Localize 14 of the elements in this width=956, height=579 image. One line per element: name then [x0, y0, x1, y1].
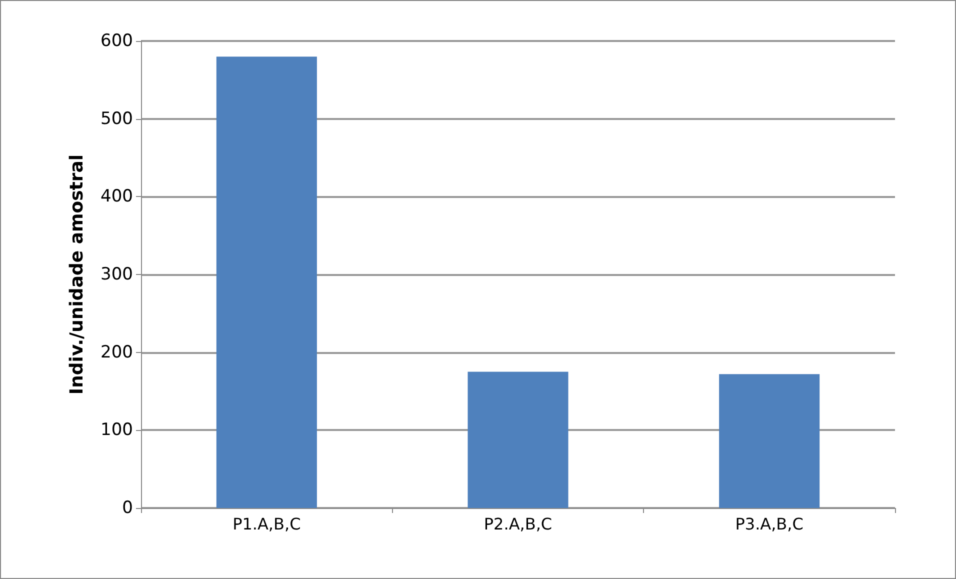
bar — [719, 374, 820, 508]
y-tick-label: 200 — [100, 342, 133, 362]
y-tick-label: 100 — [100, 420, 133, 440]
y-tick-label: 300 — [100, 264, 133, 284]
y-tick-label: 400 — [100, 186, 133, 207]
y-tick-label: 0 — [122, 498, 133, 518]
bar — [216, 56, 317, 508]
y-axis-title: Indiv./unidade amostral — [66, 154, 88, 395]
x-tick-label: P3.A,B,C — [735, 514, 804, 534]
y-tick-label: 500 — [100, 108, 133, 129]
y-tick-label: 600 — [100, 31, 133, 51]
bar — [468, 372, 568, 508]
x-tick-label: P2.A,B,C — [484, 514, 552, 534]
x-tick-label: P1.A,B,C — [232, 514, 301, 534]
